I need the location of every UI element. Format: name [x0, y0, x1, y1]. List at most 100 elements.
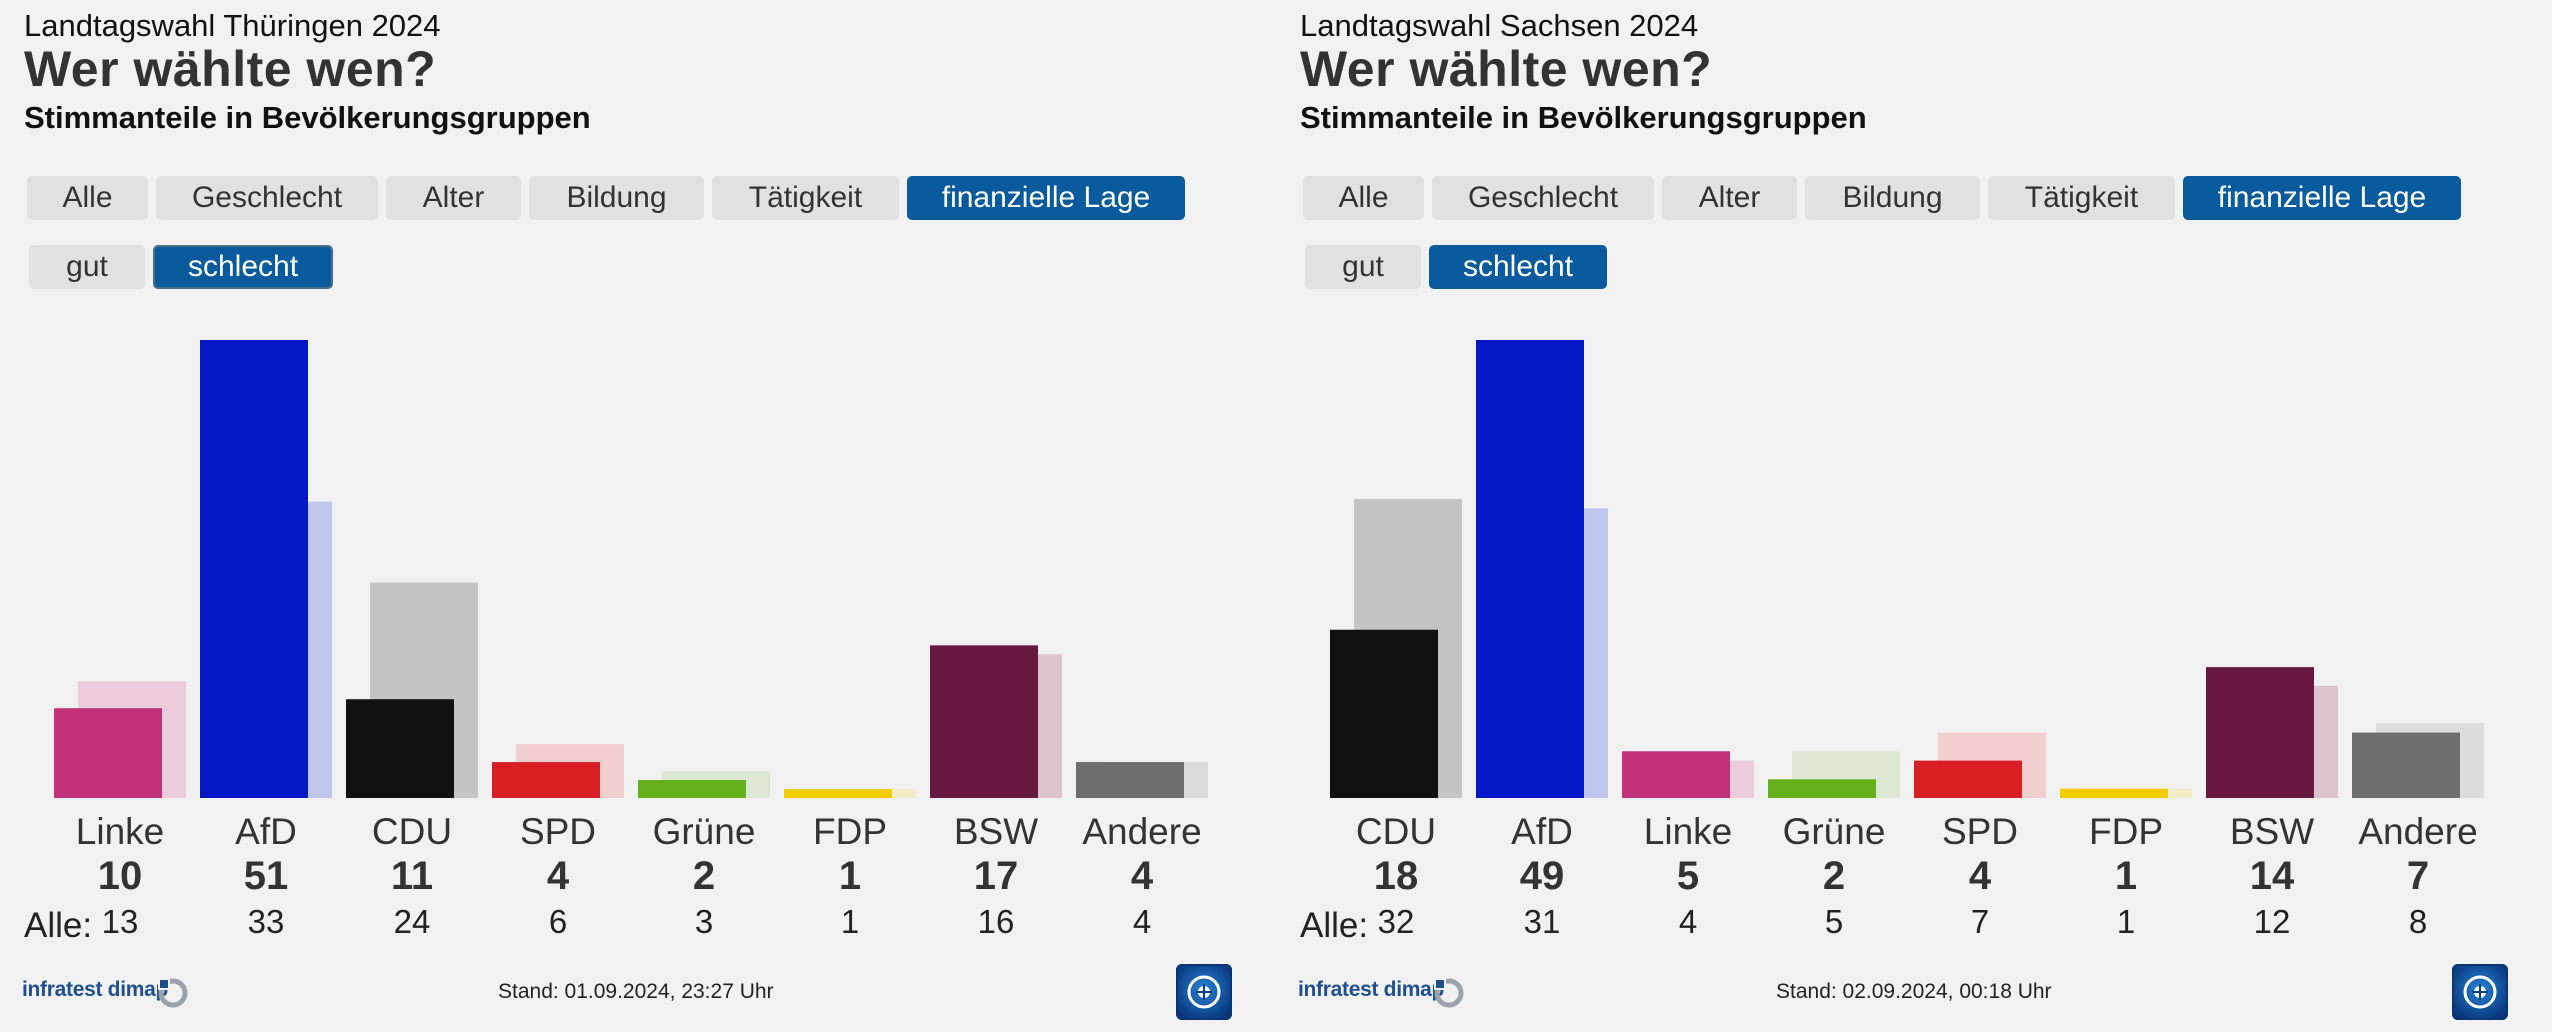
subtab-schlecht[interactable]: schlecht: [1429, 245, 1607, 289]
tab-bildung[interactable]: Bildung: [1805, 176, 1980, 220]
tab-bildung[interactable]: Bildung: [529, 176, 704, 220]
subtab-gut[interactable]: gut: [29, 245, 145, 289]
label-column-bsw: BSW 14 12: [2199, 810, 2345, 944]
value-label: 11: [390, 854, 434, 898]
alle-value-label: 1: [2116, 903, 2136, 940]
value-label: 5: [1676, 854, 1700, 898]
alle-value-label: 13: [101, 903, 139, 940]
infratest-dimap-logo-icon: [1434, 978, 1464, 1008]
ard-tagesschau-logo-icon[interactable]: [2452, 964, 2508, 1020]
subtab-gut[interactable]: gut: [1305, 245, 1421, 289]
panel-sachsen: Landtagswahl Sachsen 2024 Wer wählte wen…: [1276, 0, 2552, 1032]
tab-finanzielle-lage[interactable]: finanzielle Lage: [2183, 176, 2461, 220]
subgroup-tabs: gut schlecht: [1305, 245, 1607, 289]
category-label: Andere: [1082, 811, 1202, 852]
label-column-fdp: FDP 1 1: [777, 810, 923, 944]
category-label: FDP: [2089, 811, 2163, 852]
category-label: Andere: [2358, 811, 2478, 852]
category-label: CDU: [1355, 811, 1437, 852]
chart-headline: Wer wählte wen?: [1300, 41, 1713, 97]
tab-alle[interactable]: Alle: [27, 176, 148, 220]
alle-value-label: 4: [1132, 903, 1152, 940]
category-label: SPD: [1941, 811, 2019, 852]
alle-value-label: 8: [2408, 903, 2428, 940]
bar-chart: [54, 340, 1208, 798]
label-column-linke: Linke 5 4: [1615, 810, 1761, 944]
bar-cdu[interactable]: [346, 699, 454, 798]
value-label: 4: [1130, 854, 1154, 898]
group-tabs: Alle Geschlecht Alter Bildung Tätigkeit …: [1303, 176, 2461, 220]
bar-grüne[interactable]: [1768, 779, 1876, 798]
source-label: infratest dimap: [22, 978, 169, 1001]
bar-linke[interactable]: [1622, 751, 1730, 798]
alle-value-label: 4: [1678, 903, 1698, 940]
subtab-schlecht[interactable]: schlecht: [153, 245, 333, 289]
tab-alle[interactable]: Alle: [1303, 176, 1424, 220]
category-label: Grüne: [652, 811, 756, 852]
category-label: AfD: [235, 811, 297, 852]
chart-headline: Wer wählte wen?: [24, 41, 437, 97]
value-label: 49: [1519, 854, 1565, 898]
bar-afd[interactable]: [200, 340, 308, 798]
value-label: 1: [2114, 854, 2138, 898]
infratest-dimap-logo-icon: [158, 978, 188, 1008]
alle-value-label: 16: [977, 903, 1015, 940]
label-column-andere: Andere 7 8: [2345, 810, 2491, 944]
bar-fdp[interactable]: [2060, 788, 2168, 798]
tab-alter[interactable]: Alter: [386, 176, 521, 220]
chart-supertitle: Landtagswahl Sachsen 2024: [1300, 8, 1699, 43]
value-label: 14: [2249, 854, 2295, 898]
value-label: 17: [973, 854, 1019, 898]
alle-value-label: 24: [393, 903, 431, 940]
bar-bsw[interactable]: [2206, 667, 2314, 798]
alle-value-label: 6: [548, 903, 568, 940]
bar-afd[interactable]: [1476, 340, 1584, 798]
label-column-grüne: Grüne 2 5: [1761, 810, 1907, 944]
category-label: BSW: [953, 811, 1039, 852]
chart-subheadline: Stimmanteile in Bevölkerungsgruppen: [1300, 100, 1867, 135]
value-label: 2: [1822, 854, 1846, 898]
bar-linke[interactable]: [54, 708, 162, 798]
label-column-spd: SPD 4 6: [485, 810, 631, 944]
category-label: AfD: [1511, 811, 1573, 852]
bar-andere[interactable]: [1076, 762, 1184, 798]
bar-spd[interactable]: [1914, 760, 2022, 798]
chart-supertitle: Landtagswahl Thüringen 2024: [24, 8, 441, 43]
chart-subheadline: Stimmanteile in Bevölkerungsgruppen: [24, 100, 591, 135]
bar-chart: [1330, 340, 2484, 798]
ard-tagesschau-logo-icon[interactable]: [1176, 964, 1232, 1020]
value-label: 10: [97, 854, 143, 898]
panel-thueringen: Landtagswahl Thüringen 2024 Wer wählte w…: [22, 8, 1232, 1020]
tab-finanzielle-lage[interactable]: finanzielle Lage: [907, 176, 1185, 220]
alle-value-label: 33: [247, 903, 285, 940]
bar-cdu[interactable]: [1330, 629, 1438, 798]
tab-geschlecht[interactable]: Geschlecht: [156, 176, 378, 220]
label-column-andere: Andere 4 4: [1069, 810, 1215, 944]
label-column-grüne: Grüne 2 3: [631, 810, 777, 944]
tab-alter[interactable]: Alter: [1662, 176, 1797, 220]
label-column-bsw: BSW 17 16: [923, 810, 1069, 944]
category-label: BSW: [2229, 811, 2315, 852]
tab-taetigkeit[interactable]: Tätigkeit: [712, 176, 899, 220]
category-label: FDP: [813, 811, 887, 852]
tab-taetigkeit[interactable]: Tätigkeit: [1988, 176, 2175, 220]
category-label: Linke: [1643, 811, 1733, 852]
category-label: SPD: [519, 811, 597, 852]
bar-spd[interactable]: [492, 762, 600, 798]
alle-value-label: 32: [1377, 903, 1415, 940]
group-tabs: Alle Geschlecht Alter Bildung Tätigkeit …: [27, 176, 1185, 220]
bar-bsw[interactable]: [930, 645, 1038, 798]
source-label: infratest dimap: [1298, 978, 1445, 1001]
bar-grüne[interactable]: [638, 780, 746, 798]
label-column-cdu: CDU 11 24: [339, 810, 485, 944]
label-column-cdu: CDU 18 32: [1323, 810, 1469, 944]
value-label: 4: [546, 854, 570, 898]
alle-row-label: Alle:: [1300, 906, 1369, 945]
bar-andere[interactable]: [2352, 732, 2460, 798]
tab-geschlecht[interactable]: Geschlecht: [1432, 176, 1654, 220]
category-label: CDU: [371, 811, 453, 852]
bar-fdp[interactable]: [784, 789, 892, 798]
alle-value-label: 31: [1523, 903, 1561, 940]
alle-value-label: 3: [694, 903, 714, 940]
value-label: 2: [692, 854, 716, 898]
